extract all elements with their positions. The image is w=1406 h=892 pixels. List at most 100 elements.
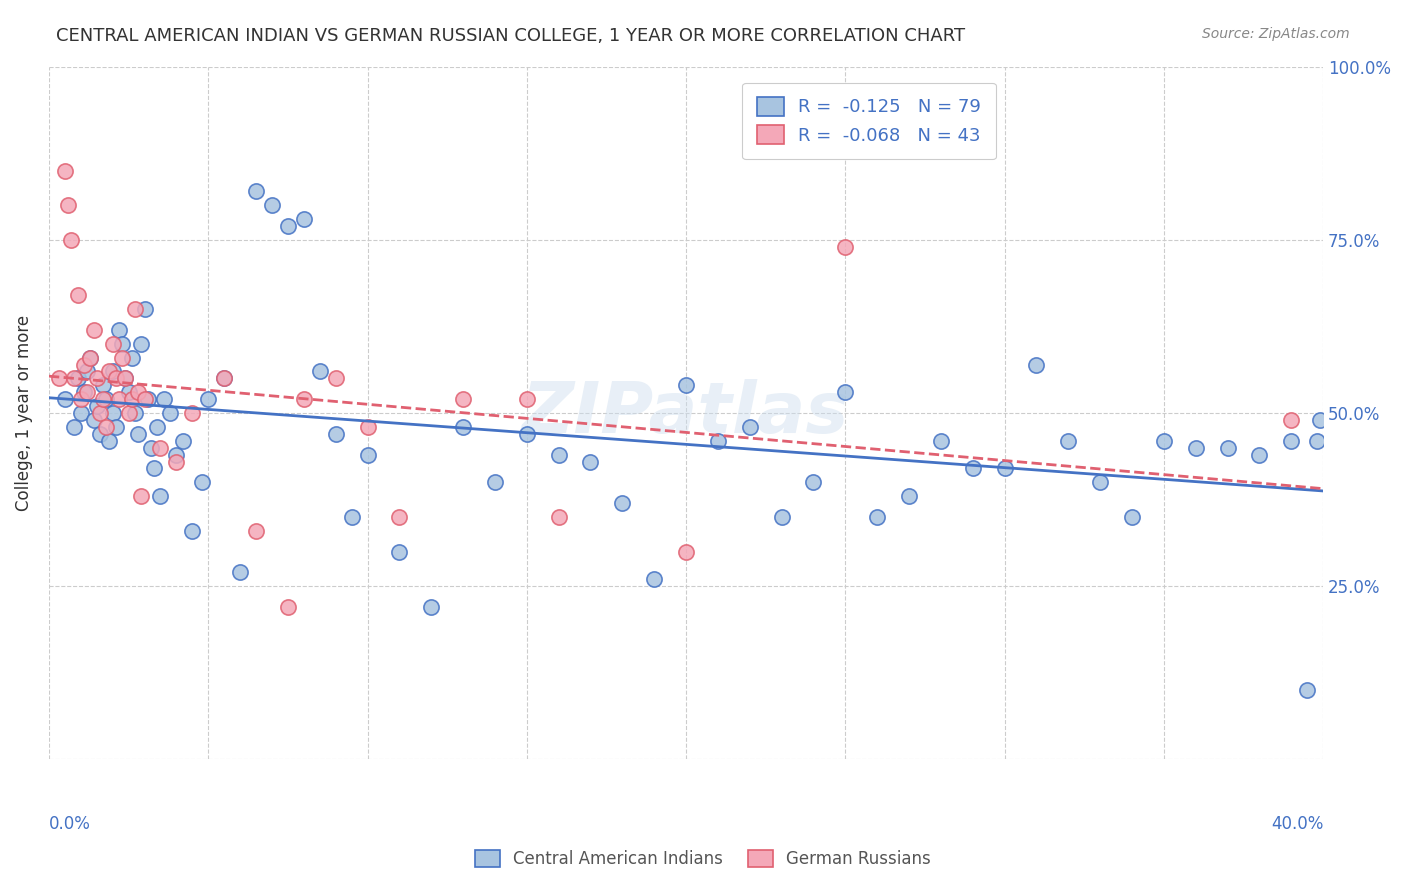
Point <box>1025 358 1047 372</box>
Point <box>114 371 136 385</box>
Point <box>643 572 665 586</box>
Point <box>1296 683 1319 698</box>
Point <box>277 600 299 615</box>
Point <box>292 392 315 406</box>
Point <box>1153 434 1175 448</box>
Point <box>994 461 1017 475</box>
Text: Source: ZipAtlas.com: Source: ZipAtlas.com <box>1202 27 1350 41</box>
Point <box>146 420 169 434</box>
Point <box>308 364 330 378</box>
Point <box>484 475 506 490</box>
Point <box>260 198 283 212</box>
Point <box>191 475 214 490</box>
Point <box>245 184 267 198</box>
Point <box>1279 434 1302 448</box>
Point <box>1057 434 1080 448</box>
Point <box>962 461 984 475</box>
Point <box>212 371 235 385</box>
Text: 40.0%: 40.0% <box>1271 815 1323 833</box>
Point <box>89 406 111 420</box>
Point <box>1184 441 1206 455</box>
Point <box>69 392 91 406</box>
Point <box>83 413 105 427</box>
Point <box>104 420 127 434</box>
Point <box>834 240 856 254</box>
Point <box>1088 475 1111 490</box>
Point <box>340 510 363 524</box>
Point <box>66 288 89 302</box>
Point <box>292 212 315 227</box>
Point <box>91 392 114 406</box>
Point <box>803 475 825 490</box>
Point <box>53 163 76 178</box>
Point <box>108 392 131 406</box>
Point <box>89 426 111 441</box>
Point <box>108 323 131 337</box>
Point <box>834 385 856 400</box>
Point <box>152 392 174 406</box>
Point <box>91 378 114 392</box>
Legend: R =  -0.125   N = 79, R =  -0.068   N = 43: R = -0.125 N = 79, R = -0.068 N = 43 <box>742 83 995 159</box>
Legend: Central American Indians, German Russians: Central American Indians, German Russian… <box>468 843 938 875</box>
Point <box>63 420 86 434</box>
Point <box>181 406 204 420</box>
Point <box>124 406 146 420</box>
Point <box>675 378 697 392</box>
Point <box>124 302 146 317</box>
Point <box>212 371 235 385</box>
Point <box>127 385 149 400</box>
Point <box>131 336 153 351</box>
Point <box>1249 448 1271 462</box>
Point <box>134 392 156 406</box>
Point <box>114 371 136 385</box>
Point <box>104 371 127 385</box>
Point <box>96 420 118 434</box>
Point <box>69 406 91 420</box>
Point <box>98 434 121 448</box>
Point <box>165 448 187 462</box>
Point <box>134 302 156 317</box>
Point <box>111 351 134 365</box>
Point <box>675 544 697 558</box>
Point <box>356 420 378 434</box>
Point <box>86 371 108 385</box>
Point <box>101 364 124 378</box>
Point <box>929 434 952 448</box>
Point <box>149 441 172 455</box>
Point <box>143 461 166 475</box>
Point <box>83 323 105 337</box>
Point <box>121 392 143 406</box>
Point <box>117 406 139 420</box>
Y-axis label: College, 1 year or more: College, 1 year or more <box>15 315 32 511</box>
Point <box>149 489 172 503</box>
Point <box>121 351 143 365</box>
Point <box>1121 510 1143 524</box>
Point <box>53 392 76 406</box>
Point <box>60 233 83 247</box>
Point <box>898 489 921 503</box>
Point <box>388 544 411 558</box>
Point <box>136 392 159 406</box>
Point <box>111 336 134 351</box>
Point <box>277 219 299 233</box>
Point <box>139 441 162 455</box>
Point <box>73 385 96 400</box>
Point <box>181 524 204 538</box>
Point <box>165 454 187 468</box>
Point <box>866 510 889 524</box>
Point <box>516 426 538 441</box>
Point <box>127 426 149 441</box>
Point <box>451 420 474 434</box>
Point <box>131 489 153 503</box>
Point <box>547 448 569 462</box>
Text: 0.0%: 0.0% <box>49 815 91 833</box>
Point <box>579 454 602 468</box>
Point <box>159 406 181 420</box>
Point <box>101 336 124 351</box>
Point <box>63 371 86 385</box>
Point <box>325 426 347 441</box>
Point <box>451 392 474 406</box>
Point <box>56 198 79 212</box>
Point <box>79 351 101 365</box>
Point <box>325 371 347 385</box>
